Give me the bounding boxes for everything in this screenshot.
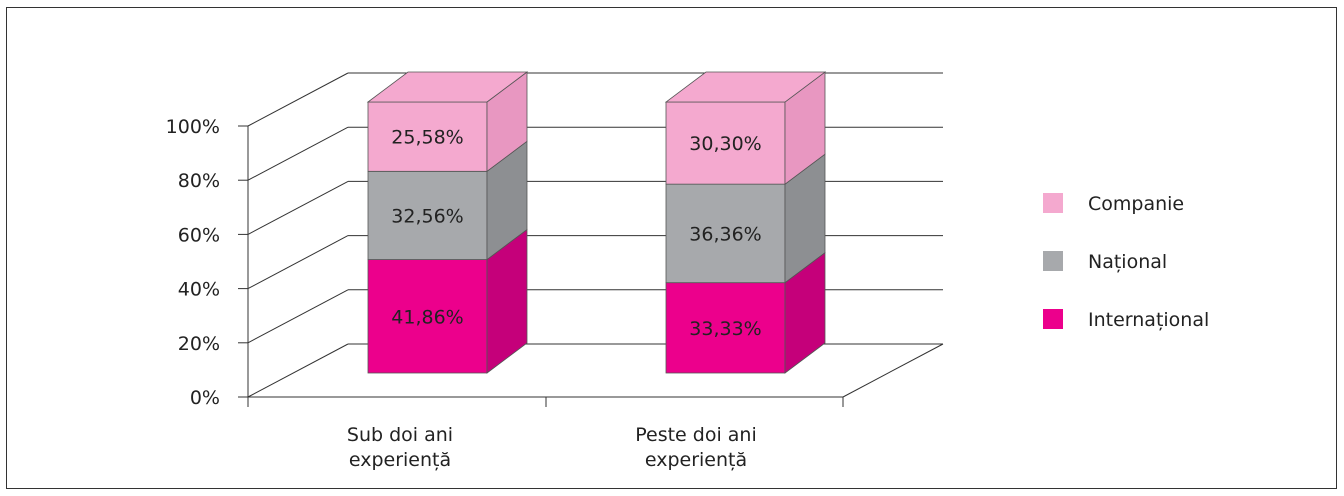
y-tick-label: 100% (166, 116, 220, 138)
x-category-label: experiență (645, 449, 747, 471)
y-tick-label: 20% (178, 333, 220, 355)
chart-frame (6, 7, 1337, 489)
floor-right-edge (842, 343, 944, 398)
bar-top-face (366, 71, 529, 103)
y-tick-label: 80% (178, 170, 220, 192)
legend-swatch (1043, 251, 1063, 271)
legend-label: Companie (1088, 193, 1184, 215)
x-category-label: experiență (349, 449, 451, 471)
legend-swatch (1043, 193, 1063, 213)
bar-segment-front (665, 183, 786, 284)
side-wall-gridline (247, 126, 349, 181)
y-tick-label: 40% (178, 279, 220, 301)
y-tick-label: 0% (190, 387, 220, 409)
bar-segment-front (665, 282, 786, 374)
data-label: 33,33% (689, 318, 761, 340)
side-wall-gridline (247, 180, 349, 235)
x-category-label: Sub doi ani (347, 424, 453, 446)
legend-label: Național (1088, 251, 1167, 273)
data-label: 30,30% (689, 133, 761, 155)
side-wall-gridline (247, 343, 349, 398)
side-wall-gridline (247, 289, 349, 344)
bar-segment-front (367, 101, 488, 172)
data-label: 25,58% (391, 127, 463, 149)
side-wall-gridline (247, 235, 349, 290)
bar-top-face (664, 71, 827, 103)
y-tick-label: 60% (178, 224, 220, 246)
legend-label: Internațional (1088, 309, 1209, 331)
legend-swatch (1043, 309, 1063, 329)
side-wall-gridline (247, 72, 349, 127)
data-label: 32,56% (391, 205, 463, 227)
x-category-label: Peste doi ani (635, 424, 757, 446)
data-label: 36,36% (689, 223, 761, 245)
data-label: 41,86% (391, 306, 463, 328)
bar-segment-front (665, 101, 786, 185)
